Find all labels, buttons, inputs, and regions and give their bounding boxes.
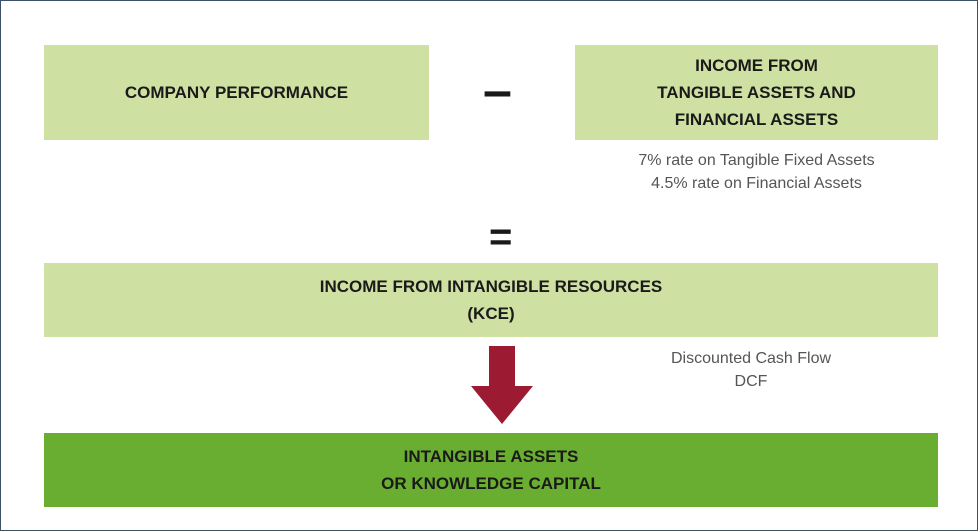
label: (KCE) xyxy=(467,304,515,323)
text: 4.5% rate on Financial Assets xyxy=(651,175,862,192)
text: Discounted Cash Flow xyxy=(670,350,832,367)
knowledge-capital-box: INTANGIBLE ASSETS OR KNOWLEDGE CAPITAL xyxy=(44,433,938,507)
label: INCOME FROM INTANGIBLE RESOURCES xyxy=(319,277,663,296)
tangible-income-box: INCOME FROM TANGIBLE ASSETS AND FINANCIA… xyxy=(575,45,938,140)
label: OR KNOWLEDGE CAPITAL xyxy=(381,474,601,493)
down-arrow xyxy=(471,346,533,424)
text: DCF xyxy=(734,373,768,390)
rates-note: 7% rate on Tangible Fixed Assets 4.5% ra… xyxy=(575,149,938,195)
equals-sign: = xyxy=(489,215,513,259)
label: INCOME FROM xyxy=(695,56,818,75)
intangible-income-box: INCOME FROM INTANGIBLE RESOURCES (KCE) xyxy=(44,263,938,337)
label: COMPANY PERFORMANCE xyxy=(124,83,349,102)
label: FINANCIAL ASSETS xyxy=(674,110,839,129)
text: 7% rate on Tangible Fixed Assets xyxy=(638,152,875,169)
dcf-note: Discounted Cash Flow DCF xyxy=(621,347,881,393)
label: TANGIBLE ASSETS AND xyxy=(657,83,856,102)
company-performance-box: COMPANY PERFORMANCE xyxy=(44,45,429,140)
minus-sign: – xyxy=(483,62,512,120)
arrow-shape xyxy=(471,346,533,424)
label: INTANGIBLE ASSETS xyxy=(403,447,579,466)
